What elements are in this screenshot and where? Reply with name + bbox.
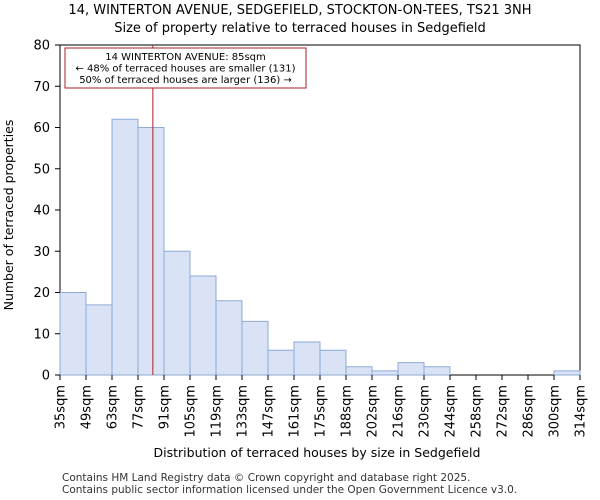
x-tick-label: 35sqm [54,385,69,429]
x-tick-label: 147sqm [262,385,277,438]
y-tick-label: 0 [42,369,50,384]
y-tick-label: 20 [33,286,50,301]
bar-161sqm [293,341,321,376]
x-tick-label: 161sqm [288,385,303,438]
y-axis: 0 10 20 30 40 50 60 70 80 [33,39,60,384]
y-tick-label: 50 [33,162,50,177]
annotation-line: ← 48% of terraced houses are smaller (13… [75,64,295,75]
bar-147sqm [267,349,295,376]
y-axis-label: Number of terraced properties [1,120,16,311]
bar-188sqm [345,366,373,376]
x-tick-label: 77sqm [132,385,147,429]
x-tick-label: 230sqm [418,385,433,438]
y-tick-label: 60 [33,121,50,136]
chart-title-address: 14, WINTERTON AVENUE, SEDGEFIELD, STOCKT… [68,3,532,18]
x-tick-label: 175sqm [314,385,329,438]
x-tick-label: 272sqm [496,385,511,438]
x-tick-label: 105sqm [184,385,199,438]
x-tick-label: 202sqm [366,385,381,438]
y-tick-label: 70 [33,80,50,95]
property-marker: 14 WINTERTON AVENUE: 85sqm← 48% of terra… [64,45,307,375]
x-tick-label: 244sqm [444,385,459,438]
x-axis: 35sqm 49sqm 63sqm 77sqm 91sqm 105sqm 119sqm 133… [54,375,589,438]
bar-119sqm [215,300,243,376]
x-tick-label: 63sqm [106,385,121,429]
annotation-line: 14 WINTERTON AVENUE: 85sqm [105,52,266,63]
x-tick-label: 258sqm [470,385,485,438]
x-tick-label: 286sqm [522,385,537,438]
bar-216sqm [397,362,425,376]
histogram-chart: 14 WINTERTON AVENUE: 85sqm← 48% of terra… [1,39,589,461]
x-tick-label: 314sqm [574,385,589,438]
bar-300sqm [553,370,581,376]
bar-63sqm [111,118,139,376]
bar-175sqm [319,349,347,376]
x-tick-label: 300sqm [548,385,563,438]
footer-copyright: Contains HM Land Registry data © Crown c… [62,472,471,484]
bar-105sqm [189,275,217,376]
bar-202sqm [371,370,399,376]
y-tick-label: 10 [33,327,50,342]
y-tick-label: 80 [33,39,50,54]
x-tick-label: 119sqm [210,385,225,438]
x-tick-label: 49sqm [80,385,95,429]
footer-licence: Contains public sector information licen… [62,484,518,496]
chart-title: Size of property relative to terraced ho… [114,21,486,36]
x-tick-label: 91sqm [158,385,173,429]
bar-35sqm [59,292,87,376]
annotation-box [64,47,307,89]
y-tick-label: 30 [33,245,50,260]
y-tick-label: 40 [33,204,50,219]
x-tick-label: 216sqm [392,385,407,438]
bar-230sqm [423,366,451,376]
bar-49sqm [85,304,113,376]
x-tick-label: 133sqm [236,385,251,438]
x-axis-label: Distribution of terraced houses by size … [154,445,481,460]
x-tick-label: 188sqm [340,385,355,438]
bar-series [59,118,581,376]
bar-77sqm [137,127,165,376]
bar-133sqm [241,320,269,376]
annotation-line: 50% of terraced houses are larger (136) … [79,75,292,86]
bar-91sqm [163,250,191,376]
